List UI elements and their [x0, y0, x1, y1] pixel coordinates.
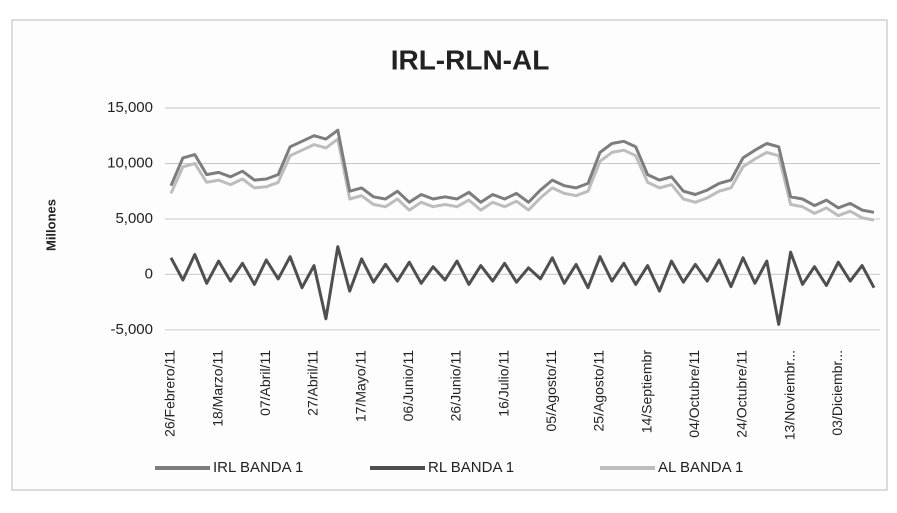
x-tick-label: 17/Mayo/11 — [352, 350, 368, 422]
chart-frame — [11, 19, 888, 491]
y-tick-label: 0 — [145, 265, 153, 282]
x-tick-label: 06/Junio/11 — [400, 350, 416, 422]
x-tick-label: 03/Diciembr... — [829, 350, 845, 436]
y-tick-label: -5,000 — [110, 321, 153, 338]
x-tick-label: 04/Octubre/11 — [686, 350, 702, 438]
y-tick-label: 5,000 — [115, 210, 153, 227]
x-tick-label: 05/Agosto/11 — [543, 350, 559, 432]
series-line — [169, 245, 876, 326]
legend-label: AL BANDA 1 — [658, 459, 743, 476]
x-tick-label: 25/Agosto/11 — [591, 350, 607, 432]
x-tick-label: 26/Junio/11 — [448, 350, 464, 422]
x-tick-label: 26/Febrero/11 — [162, 350, 178, 437]
x-tick-label: 18/Marzo/11 — [209, 350, 225, 427]
y-tick-label: 10,000 — [107, 154, 153, 171]
series-line — [169, 128, 875, 214]
x-tick-label: 07/Abril/11 — [257, 350, 273, 416]
legend-label: IRL BANDA 1 — [213, 459, 303, 476]
legend-label: RL BANDA 1 — [428, 459, 514, 476]
series-line — [169, 137, 875, 222]
x-tick-label: 27/Abril/11 — [305, 350, 321, 416]
x-tick-label: 16/Julio/11 — [495, 350, 511, 417]
x-tick-label: 14/Septiembr — [638, 350, 654, 434]
y-tick-label: 15,000 — [107, 99, 153, 116]
chart-title: IRL-RLN-AL — [391, 44, 550, 75]
x-tick-label: 13/Noviembr... — [781, 350, 797, 440]
x-tick-label: 24/Octubre/11 — [734, 350, 750, 438]
y-axis-label: Millones — [43, 199, 58, 251]
